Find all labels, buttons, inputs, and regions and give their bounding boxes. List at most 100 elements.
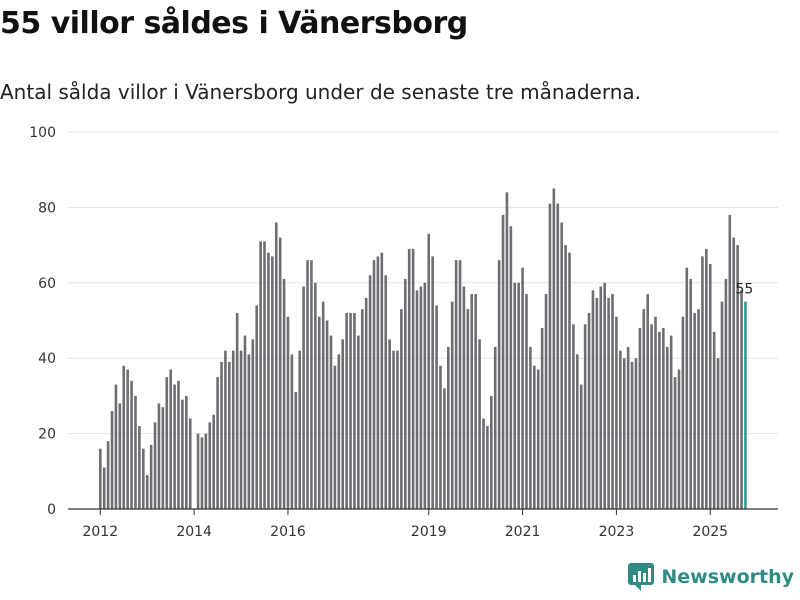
bar — [267, 252, 270, 509]
bar — [243, 335, 247, 509]
bar — [724, 279, 728, 509]
x-tick-label: 2014 — [176, 524, 212, 540]
bar — [443, 388, 446, 509]
bar — [458, 260, 462, 509]
bar — [228, 361, 231, 509]
chart-title: 55 villor såldes i Vänersborg — [0, 6, 468, 41]
bar — [642, 309, 646, 509]
bar — [255, 305, 258, 509]
bar — [290, 354, 294, 509]
bar — [552, 188, 556, 510]
bar — [294, 392, 298, 509]
bar — [138, 426, 141, 509]
bar — [622, 358, 626, 509]
bar — [349, 312, 352, 509]
bar — [278, 237, 282, 509]
bar — [435, 305, 438, 509]
bar — [689, 279, 693, 509]
bar — [185, 395, 188, 509]
bar — [353, 312, 356, 509]
x-tick-label: 2016 — [270, 524, 306, 540]
bar — [568, 252, 571, 509]
bar — [579, 384, 583, 509]
bar — [403, 279, 407, 509]
bar — [329, 335, 333, 509]
bar — [231, 350, 235, 509]
bar — [708, 263, 712, 509]
bar — [705, 248, 708, 509]
bar — [165, 377, 169, 509]
y-tick-label: 100 — [29, 125, 56, 141]
bar — [591, 290, 595, 509]
bar — [216, 377, 219, 509]
bar — [407, 248, 411, 509]
bar — [376, 256, 380, 509]
bar — [396, 350, 399, 509]
bar — [110, 410, 114, 509]
bar — [529, 346, 532, 509]
bar — [658, 331, 661, 509]
bar — [693, 312, 696, 509]
bar — [384, 275, 388, 509]
bar — [188, 418, 192, 509]
bar — [259, 241, 262, 509]
bar — [364, 297, 368, 509]
bar — [411, 248, 415, 509]
bar — [490, 395, 493, 509]
y-tick-label: 0 — [47, 502, 56, 518]
bar — [619, 350, 622, 509]
bar — [392, 350, 395, 509]
bar — [505, 192, 509, 509]
bar — [517, 282, 520, 509]
bar — [274, 222, 278, 509]
bar — [607, 297, 610, 509]
bar — [583, 324, 587, 509]
bar — [181, 399, 184, 509]
bar — [314, 282, 317, 509]
bar — [263, 241, 266, 509]
bar — [302, 286, 305, 509]
bar — [646, 294, 649, 509]
bar — [521, 267, 524, 509]
bar — [536, 369, 540, 509]
bar — [306, 260, 309, 509]
brand-logo: Newsworthy — [627, 562, 794, 592]
bar — [634, 358, 638, 509]
bar — [380, 252, 384, 509]
bar — [462, 286, 466, 509]
bar — [247, 354, 251, 509]
bar — [587, 312, 591, 509]
bar — [439, 365, 442, 509]
bar — [665, 346, 669, 509]
bar — [130, 380, 133, 509]
bar — [454, 260, 458, 509]
bar — [271, 256, 274, 509]
bar — [697, 309, 700, 509]
bar — [470, 294, 474, 509]
x-tick-label: 2023 — [599, 524, 635, 540]
bar — [400, 309, 403, 509]
bar — [564, 245, 567, 509]
bar — [669, 335, 673, 509]
bar — [513, 282, 517, 509]
bar — [572, 324, 575, 509]
data-label: 55 — [735, 282, 753, 298]
bar — [673, 377, 677, 509]
bar — [102, 467, 106, 509]
bar — [474, 294, 477, 509]
bar — [712, 331, 716, 509]
bar — [239, 350, 243, 509]
bar — [626, 346, 630, 509]
bar — [544, 294, 548, 509]
bar — [333, 365, 337, 509]
bar — [603, 282, 606, 509]
y-tick-label: 80 — [38, 200, 56, 216]
bar — [298, 350, 302, 509]
bar — [325, 320, 329, 509]
bar — [286, 316, 290, 509]
newsworthy-logo-icon — [628, 563, 655, 591]
bar — [548, 203, 552, 509]
bar — [360, 309, 364, 509]
bar — [118, 403, 122, 509]
bar — [556, 203, 560, 509]
